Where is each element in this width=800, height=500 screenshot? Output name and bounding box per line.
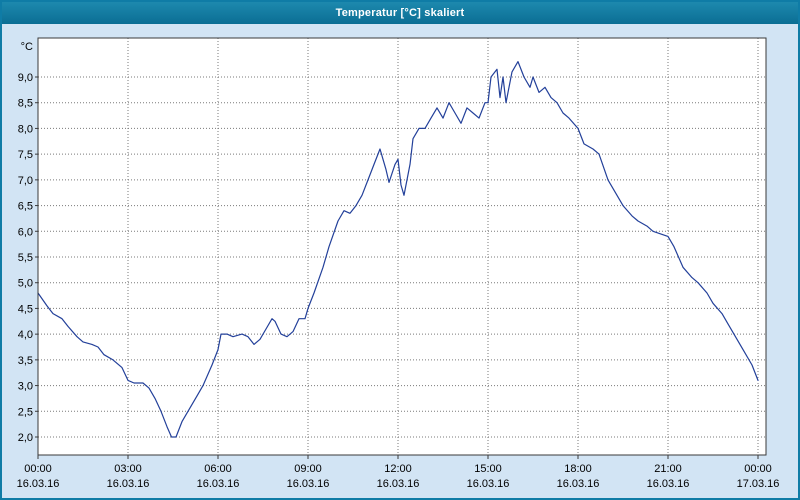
y-tick-label: 8,0 bbox=[18, 123, 33, 135]
y-tick-label: 2,0 bbox=[18, 432, 33, 444]
x-tick-time-label: 09:00 bbox=[294, 463, 322, 475]
x-tick-time-label: 15:00 bbox=[474, 463, 502, 475]
x-tick-date-label: 16.03.16 bbox=[17, 478, 60, 490]
y-tick-label: 7,0 bbox=[18, 175, 33, 187]
y-tick-label: 7,5 bbox=[18, 149, 33, 161]
temperature-line bbox=[37, 60, 759, 438]
y-tick-label: 6,5 bbox=[18, 201, 33, 213]
y-tick-label: 3,0 bbox=[18, 381, 33, 393]
y-tick-label: 6,0 bbox=[18, 226, 33, 238]
y-tick-label: 9,0 bbox=[18, 72, 33, 84]
y-tick-label: 5,0 bbox=[18, 278, 33, 290]
plot-background bbox=[38, 38, 766, 455]
x-tick-date-label: 16.03.16 bbox=[647, 478, 690, 490]
window-title: Temperatur [°C] skaliert bbox=[335, 7, 465, 19]
x-tick-date-label: 16.03.16 bbox=[287, 478, 330, 490]
chart-area: 2,0 2,5 3,0 3,5 4,0 4,5 5,0 5,5 6,0 6,5 7,0 7,5 8,0 8… bbox=[2, 24, 798, 498]
y-tick-label: 4,5 bbox=[18, 303, 33, 315]
x-tick-time-label: 06:00 bbox=[204, 463, 232, 475]
y-tick-label: 5,5 bbox=[18, 252, 33, 264]
x-tick-time-label: 00:00 bbox=[744, 463, 772, 475]
x-tick-date-label: 17.03.16 bbox=[737, 478, 780, 490]
temperature-chart: 2,0 2,5 3,0 3,5 4,0 4,5 5,0 5,5 6,0 6,5 7,0 7,5 8,0 8… bbox=[17, 37, 780, 490]
window-titlebar: Temperatur [°C] skaliert bbox=[2, 2, 798, 24]
y-tick-label: 2,5 bbox=[18, 406, 33, 418]
x-tick-time-label: 00:00 bbox=[24, 463, 52, 475]
x-tick-date-label: 16.03.16 bbox=[467, 478, 510, 490]
y-tick-label: 4,0 bbox=[18, 329, 33, 341]
plot-border bbox=[37, 37, 767, 456]
x-tick-time-label: 21:00 bbox=[654, 463, 682, 475]
x-tick-time-label: 03:00 bbox=[114, 463, 142, 475]
x-tick-date-label: 16.03.16 bbox=[107, 478, 150, 490]
y-tick-label: 8,5 bbox=[18, 98, 33, 110]
x-tick-date-label: 16.03.16 bbox=[197, 478, 240, 490]
x-tick-time-label: 12:00 bbox=[384, 463, 412, 475]
x-tick-date-label: 16.03.16 bbox=[557, 478, 600, 490]
y-tick-label: 3,5 bbox=[18, 355, 33, 367]
x-tick-date-label: 16.03.16 bbox=[377, 478, 420, 490]
x-tick-time-label: 18:00 bbox=[564, 463, 592, 475]
y-axis-unit-label: °C bbox=[21, 41, 33, 53]
